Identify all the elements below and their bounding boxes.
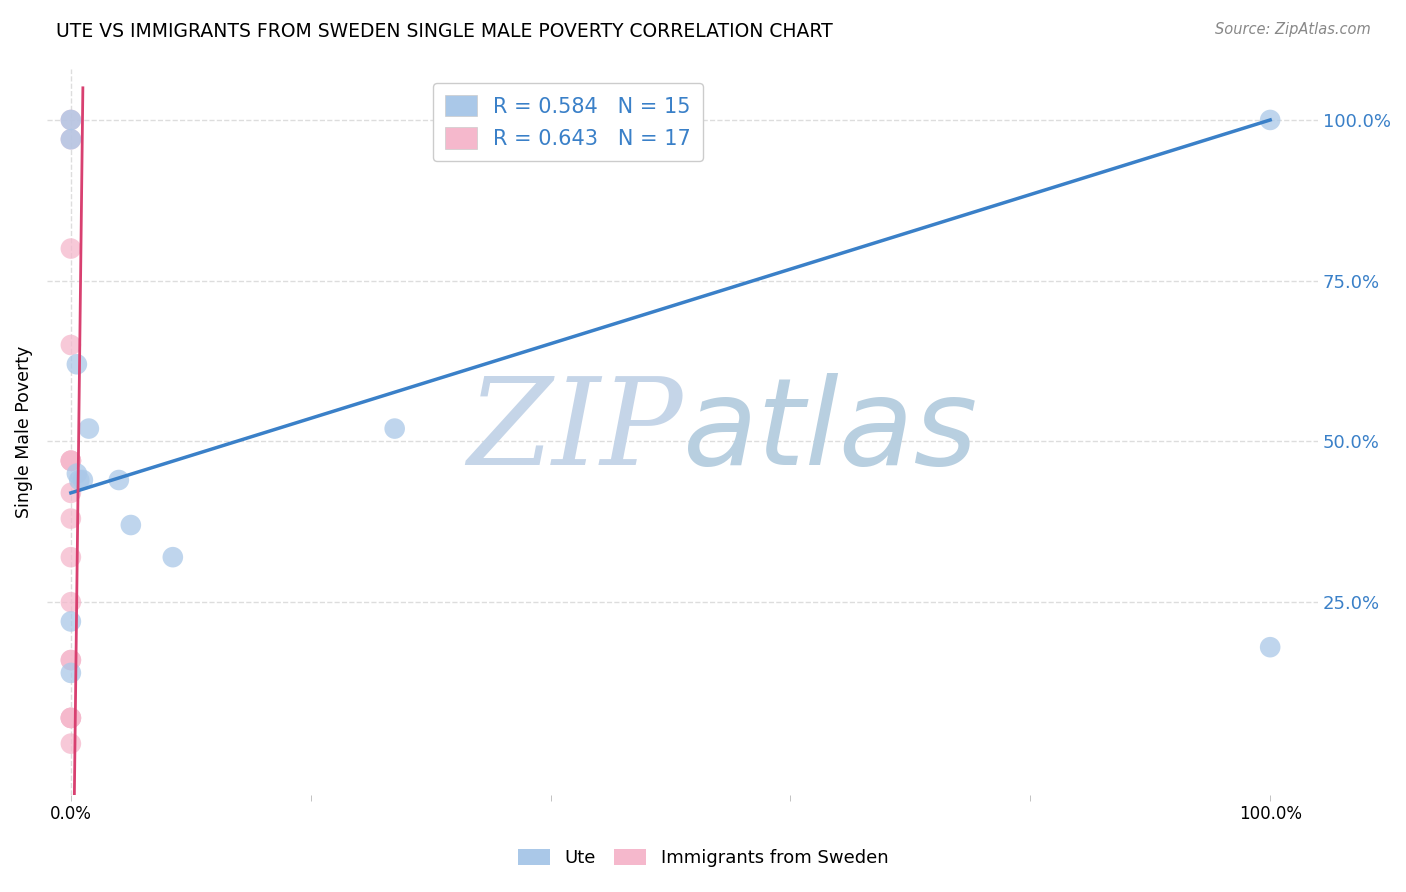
Point bbox=[59, 595, 82, 609]
Point bbox=[59, 454, 82, 468]
Point bbox=[59, 550, 82, 565]
Point bbox=[120, 518, 142, 533]
Point bbox=[59, 338, 82, 352]
Point bbox=[59, 112, 82, 127]
Point bbox=[59, 486, 82, 500]
Y-axis label: Single Male Poverty: Single Male Poverty bbox=[15, 346, 32, 518]
Point bbox=[59, 653, 82, 667]
Point bbox=[1258, 640, 1281, 655]
Point bbox=[77, 421, 100, 435]
Text: UTE VS IMMIGRANTS FROM SWEDEN SINGLE MALE POVERTY CORRELATION CHART: UTE VS IMMIGRANTS FROM SWEDEN SINGLE MAL… bbox=[56, 22, 832, 41]
Point bbox=[59, 615, 82, 629]
Point bbox=[59, 132, 82, 146]
Point bbox=[59, 711, 82, 725]
Point bbox=[59, 653, 82, 667]
Point bbox=[59, 711, 82, 725]
Point bbox=[59, 454, 82, 468]
Point bbox=[59, 665, 82, 680]
Point bbox=[59, 132, 82, 146]
Text: ZIP: ZIP bbox=[467, 373, 682, 491]
Point bbox=[59, 242, 82, 256]
Point bbox=[67, 473, 90, 487]
Point bbox=[66, 467, 89, 481]
Text: Source: ZipAtlas.com: Source: ZipAtlas.com bbox=[1215, 22, 1371, 37]
Point bbox=[108, 473, 131, 487]
Text: atlas: atlas bbox=[682, 373, 979, 491]
Point bbox=[384, 421, 406, 435]
Point bbox=[59, 112, 82, 127]
Point bbox=[162, 550, 184, 565]
Point bbox=[59, 737, 82, 751]
Point bbox=[59, 711, 82, 725]
Point bbox=[66, 357, 89, 371]
Point bbox=[59, 454, 82, 468]
Point bbox=[72, 473, 94, 487]
Legend: Ute, Immigrants from Sweden: Ute, Immigrants from Sweden bbox=[510, 841, 896, 874]
Point bbox=[1258, 112, 1281, 127]
Point bbox=[59, 511, 82, 525]
Legend: R = 0.584   N = 15, R = 0.643   N = 17: R = 0.584 N = 15, R = 0.643 N = 17 bbox=[433, 83, 703, 161]
